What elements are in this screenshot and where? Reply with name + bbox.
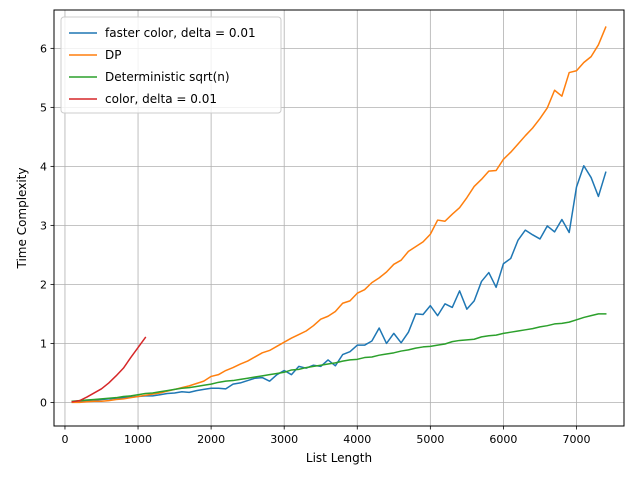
legend-entry-label: Deterministic sqrt(n) <box>105 70 230 84</box>
series-line-1 <box>71 165 607 403</box>
y-tick-label: 2 <box>40 278 47 291</box>
legend: faster color, delta = 0.01 DP Deterministi… <box>60 16 282 114</box>
x-tick-label: 1000 <box>124 433 152 446</box>
x-axis-label: List Length <box>306 451 372 465</box>
legend-entry-label: faster color, delta = 0.01 <box>105 26 256 40</box>
y-tick-label: 0 <box>40 396 47 409</box>
x-tick-label: 7000 <box>563 433 591 446</box>
legend-box <box>60 16 282 114</box>
y-tick-label: 3 <box>40 219 47 232</box>
x-tick-label: 5000 <box>416 433 444 446</box>
y-tick-label: 1 <box>40 337 47 350</box>
x-tick-label: 0 <box>61 433 68 446</box>
legend-entry-label: color, delta = 0.01 <box>105 92 217 106</box>
x-tick-label: 2000 <box>197 433 225 446</box>
y-axis-label: Time Complexity <box>15 168 29 270</box>
series-line-4 <box>71 336 147 403</box>
x-tick-label: 4000 <box>343 433 371 446</box>
series-line-2 <box>71 26 607 404</box>
y-tick-label: 4 <box>40 160 47 173</box>
x-tick-label: 6000 <box>489 433 517 446</box>
x-tick-label: 3000 <box>270 433 298 446</box>
plot-frame <box>53 9 625 427</box>
y-tick-label: 6 <box>40 42 47 55</box>
legend-entry-label: DP <box>105 48 121 62</box>
y-tick-label: 5 <box>40 101 47 114</box>
series-line-3 <box>71 313 607 403</box>
axis-ticks: 0 1000 2000 3000 4000 5000 6000 7000 0 1 2 3 4 5 6 <box>40 42 591 446</box>
series-lines <box>71 26 607 404</box>
